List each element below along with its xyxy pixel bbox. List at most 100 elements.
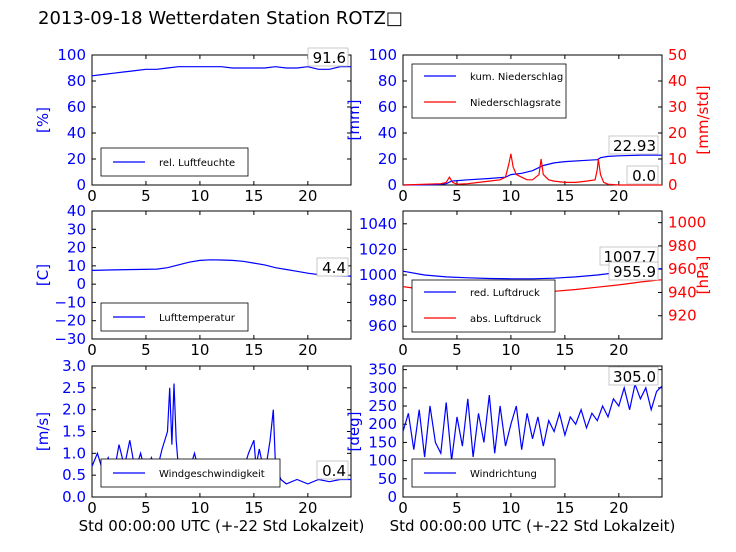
y2-axis-label: [hPa] [694,256,712,295]
y2-tick-label: 1000 [668,214,706,232]
y-tick-label: 50 [378,470,397,488]
legend-box [411,279,556,333]
y-tick-label: 100 [368,46,397,64]
y-tick-label: 350 [368,361,397,379]
x-tick-label: 5 [141,187,151,205]
x-tick-label: 5 [452,341,462,359]
value-annotation-box [316,460,349,480]
y-tick-label: 1.5 [62,423,86,441]
series-line-1 [402,382,663,461]
value-annotation-box [307,47,349,67]
plot-frame [402,54,663,186]
value-annotation: 22.93 [613,137,656,155]
y-tick-label: 60 [378,98,397,116]
y-tick-label: 20 [67,239,86,257]
value-annotation-box [316,257,349,277]
y2-tick-label: 940 [668,283,697,301]
y-tick-label: 0.5 [62,466,86,484]
value-annotation: 0.0 [632,167,656,185]
y-tick-label: −10 [54,293,86,311]
y-axis-label: [deg] [345,412,363,452]
series-line-1 [91,259,352,277]
y2-tick-label: 30 [668,98,687,116]
y-tick-label: 100 [368,452,397,470]
x-tick-label: 0 [87,187,97,205]
legend-label: Niederschlagsrate [470,98,561,109]
y-axis-label: [C] [34,264,52,286]
x-tick-label: 5 [141,341,151,359]
y-tick-label: 1020 [359,240,397,258]
y-tick-label: 80 [378,72,397,90]
x-tick-label: 0 [398,187,408,205]
y-tick-label: 250 [368,397,397,415]
y2-axis-label: [mm/std] [694,85,712,154]
y-tick-label: 1.0 [62,444,86,462]
value-annotation-box [608,366,659,386]
y-tick-label: 150 [368,433,397,451]
y-tick-label: 80 [67,72,86,90]
x-axis-label: Std 00:00:00 UTC (+-22 Std Lokalzeit) [79,517,365,535]
value-annotation-box [626,165,659,185]
legend-label: red. Luftdruck [470,288,540,299]
x-tick-label: 20 [609,341,628,359]
x-tick-label: 10 [501,187,520,205]
legend-label: Windgeschwindigkeit [159,469,265,480]
y-axis-label: [mm] [345,100,363,141]
y2-tick-label: 40 [668,72,687,90]
y-tick-label: 0 [76,176,86,194]
y-tick-label: 0 [387,176,397,194]
x-tick-label: 20 [609,499,628,517]
x-tick-label: 15 [244,341,263,359]
y-axis-label: [%] [34,107,52,133]
x-tick-label: 5 [452,499,462,517]
y-tick-label: 0 [76,275,86,293]
y-tick-label: 10 [67,257,86,275]
x-tick-label: 5 [452,187,462,205]
value-annotation: 91.6 [313,49,346,67]
y-tick-label: 1000 [359,266,397,284]
x-tick-label: 10 [190,341,209,359]
legend-label: abs. Luftdruck [470,314,541,325]
y-tick-label: −30 [54,330,86,348]
series-line-2 [402,153,662,186]
legend-label: Windrichtung [470,469,537,480]
y2-tick-label: 960 [668,260,697,278]
x-tick-label: 10 [190,187,209,205]
y-tick-label: 30 [67,220,86,238]
y-tick-label: 960 [368,317,397,335]
plot-frame [91,210,352,340]
plot-frame [91,54,352,186]
series-line-1 [402,154,662,186]
x-tick-label: 10 [190,499,209,517]
chart-panel-1: 0 5 10 15 20 0 20 40 60 80 100 [%] rel. Luftfeuchte 9… [34,46,352,205]
series-line-1 [91,66,351,77]
y2-tick-label: 10 [668,150,687,168]
y-tick-label: 20 [378,150,397,168]
x-tick-label: 15 [555,341,574,359]
x-tick-label: 0 [87,499,97,517]
y-tick-label: 200 [368,415,397,433]
y-axis-label: [m/s] [34,412,52,451]
x-tick-label: 20 [298,341,317,359]
y-tick-label: 60 [67,98,86,116]
value-annotation: 1007.7 [604,248,657,266]
y-tick-label: 40 [378,124,397,142]
y2-tick-label: 920 [668,307,697,325]
x-tick-label: 20 [609,187,628,205]
value-annotation: 0.4 [322,462,346,480]
x-tick-label: 20 [298,187,317,205]
x-tick-label: 10 [501,341,520,359]
x-tick-label: 15 [555,499,574,517]
x-tick-label: 10 [501,499,520,517]
legend-label: kum. Niederschlag [470,72,563,83]
value-annotation: 305.0 [613,368,656,386]
legend-label: rel. Luftfeuchte [159,158,235,169]
legend-label: Lufttemperatur [159,313,236,324]
chart-panel-3: 0 5 10 15 20−30−20−10010203040[C]Lufttempera… [34,202,352,359]
value-annotation-box [608,135,659,155]
y-tick-label: −20 [54,312,86,330]
value-annotation: 4.4 [322,259,346,277]
